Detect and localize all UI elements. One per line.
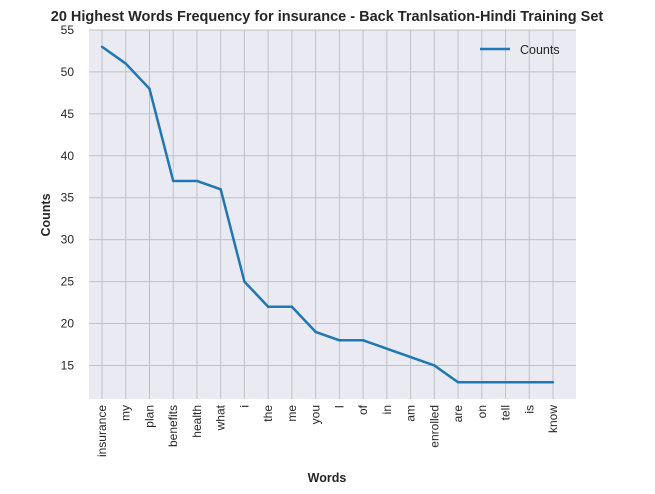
data-point xyxy=(551,381,555,384)
data-point xyxy=(385,347,389,350)
x-tick-label: on xyxy=(475,405,489,418)
y-tick-label: 15 xyxy=(61,358,75,372)
y-tick-label: 55 xyxy=(61,23,75,37)
data-point xyxy=(195,179,199,183)
series-layer xyxy=(100,45,555,384)
data-point xyxy=(219,188,222,191)
chart-title: 20 Highest Words Frequency for insurance… xyxy=(51,9,604,25)
legend: Counts xyxy=(480,43,560,57)
x-tick-label: insurance xyxy=(95,405,109,457)
plot-area xyxy=(89,30,576,399)
x-tick-label: tell xyxy=(499,405,513,420)
x-tick-label: am xyxy=(404,405,418,422)
data-point xyxy=(290,305,294,308)
x-tick-label: enrolled xyxy=(427,405,441,448)
x-tick-label: i xyxy=(237,405,251,408)
y-tick-label: 30 xyxy=(61,233,75,247)
data-point xyxy=(504,381,507,384)
y-tick-label: 40 xyxy=(61,149,75,163)
x-axis: insurance my plan benefits health what i the me y… xyxy=(95,404,560,457)
data-point xyxy=(480,381,483,384)
y-tick-label: 25 xyxy=(61,275,75,289)
y-tick-label: 20 xyxy=(61,317,75,331)
x-tick-label: are xyxy=(451,405,465,423)
data-point xyxy=(172,179,175,183)
x-tick-label: you xyxy=(309,405,323,424)
x-tick-label: know xyxy=(546,405,560,433)
x-tick-label: of xyxy=(356,404,370,415)
x-tick-label: benefits xyxy=(166,405,180,447)
legend-label: Counts xyxy=(520,43,560,57)
data-point xyxy=(148,87,151,90)
x-axis-label: Words xyxy=(308,471,347,485)
data-point xyxy=(528,381,531,384)
y-tick-label: 45 xyxy=(61,107,75,121)
data-point xyxy=(409,355,412,359)
data-point xyxy=(100,45,104,48)
x-tick-label: is xyxy=(522,405,536,414)
x-tick-label: in xyxy=(380,405,394,414)
data-point xyxy=(243,280,246,283)
series-line xyxy=(101,45,553,384)
data-point xyxy=(338,339,341,342)
x-tick-label: health xyxy=(190,405,204,438)
x-tick-label: me xyxy=(285,405,299,422)
data-point xyxy=(314,330,317,334)
y-tick-label: 35 xyxy=(61,191,75,205)
y-axis: 15 20 25 30 35 40 45 50 55 xyxy=(61,23,75,372)
data-point xyxy=(456,381,460,384)
y-tick-label: 50 xyxy=(61,65,75,79)
x-tick-label: I xyxy=(332,405,346,408)
x-tick-label: the xyxy=(261,405,275,422)
x-tick-label: my xyxy=(119,405,133,421)
x-tick-label: what xyxy=(214,404,228,431)
x-tick-label: plan xyxy=(142,405,156,428)
data-point xyxy=(266,305,270,308)
data-point xyxy=(124,62,127,65)
y-axis-label: Counts xyxy=(39,193,53,236)
data-point xyxy=(433,364,436,367)
data-point xyxy=(361,339,365,342)
